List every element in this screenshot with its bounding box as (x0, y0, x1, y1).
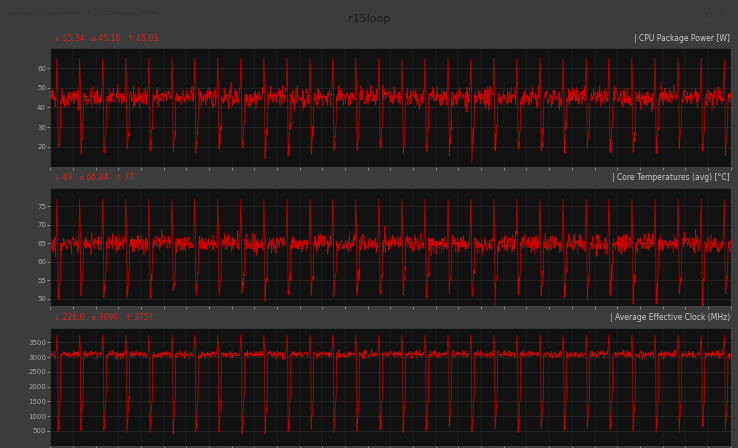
Text: | Average Effective Clock (MHz): | Average Effective Clock (MHz) (610, 313, 730, 322)
Text: ↓ 49   ⌀ 66,44   ↑ 77: ↓ 49 ⌀ 66,44 ↑ 77 (54, 173, 134, 182)
Text: ×: × (717, 9, 726, 20)
Text: r15loop: r15loop (348, 14, 390, 24)
Text: ↓ 15,34   ⌀ 45,16   ↑ 65,03: ↓ 15,34 ⌀ 45,16 ↑ 65,03 (54, 34, 158, 43)
Text: Generic Log Viewer 6.4 - © 2022 Thomas Barth: Generic Log Viewer 6.4 - © 2022 Thomas B… (7, 10, 157, 16)
Text: □: □ (706, 12, 711, 17)
Text: | CPU Package Power [W]: | CPU Package Power [W] (634, 34, 730, 43)
Text: ↓ 226,6   ⌀ 3090   ↑ 3757: ↓ 226,6 ⌀ 3090 ↑ 3757 (54, 313, 153, 322)
Text: | Core Temperatures (avg) [°C]: | Core Temperatures (avg) [°C] (613, 173, 730, 182)
Text: −: − (692, 9, 701, 20)
